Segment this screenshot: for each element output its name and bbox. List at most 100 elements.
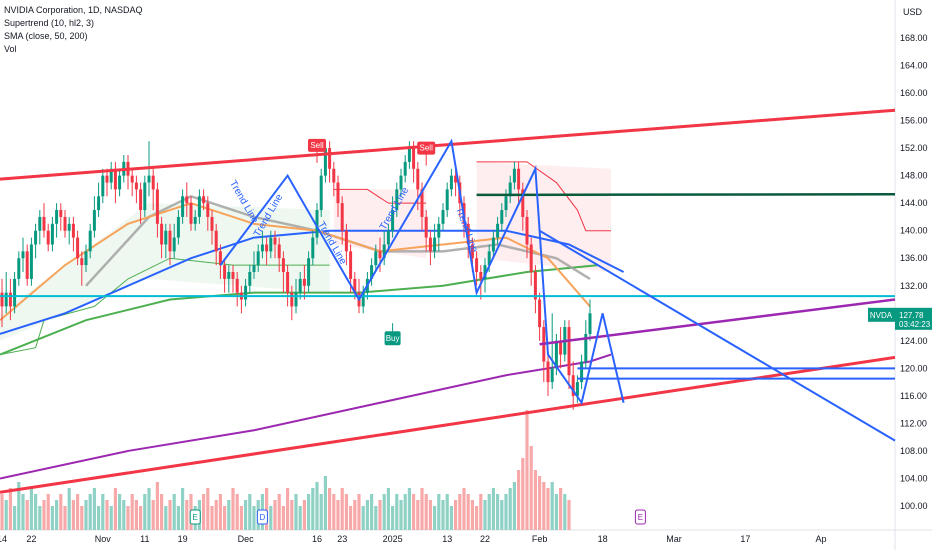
price-tick-label: 104.00	[900, 473, 928, 483]
volume-bar	[407, 488, 411, 530]
candle-body	[517, 168, 521, 190]
volume-bar	[181, 488, 185, 530]
volume-bar	[252, 506, 256, 530]
volume-bar	[538, 476, 542, 530]
volume-bar	[210, 506, 214, 530]
candle-body	[277, 244, 281, 259]
volume-bar	[223, 506, 227, 530]
volume-bar	[235, 494, 239, 530]
candle-body	[399, 175, 403, 190]
event-marker[interactable]	[189, 509, 201, 525]
price-tick-label: 140.00	[900, 226, 928, 236]
candle-body	[483, 265, 487, 279]
price-tick-label: 136.00	[900, 253, 928, 263]
candle-body	[403, 161, 407, 176]
volume-bar	[525, 410, 529, 530]
buy-signal-badge[interactable]	[384, 331, 401, 346]
currency-label: USD	[903, 7, 923, 17]
time-tick-label: Nov	[95, 534, 112, 544]
time-tick-label: Feb	[532, 534, 548, 544]
legend-supertrend[interactable]: Supertrend (10, hl2, 3)	[4, 18, 95, 28]
time-tick-label: 17	[740, 534, 750, 544]
volume-bar	[332, 494, 336, 530]
candle-body	[315, 210, 319, 238]
candle-body	[575, 382, 579, 396]
symbol-badge-label: NVDA	[870, 311, 893, 320]
volume-bar	[13, 506, 17, 530]
candle-body	[8, 292, 12, 307]
descending-blue-line[interactable]	[539, 229, 896, 442]
legend-sma[interactable]: SMA (close, 50, 200)	[4, 31, 88, 41]
volume-bar	[46, 494, 50, 530]
horizontal-green-line[interactable]	[476, 192, 896, 197]
volume-bar	[63, 506, 67, 530]
price-tick-label: 160.00	[900, 88, 928, 98]
price-tick-label: 164.00	[900, 61, 928, 71]
volume-bar	[315, 482, 319, 530]
candle-body	[172, 237, 176, 252]
volume-bar	[353, 500, 357, 530]
candle-body	[454, 175, 458, 183]
upper-channel-line[interactable]	[0, 108, 896, 181]
volume-bar	[17, 482, 21, 530]
candle-body	[260, 244, 264, 252]
volume-bar	[50, 506, 54, 530]
candle-body	[38, 216, 42, 231]
volume-bar	[550, 482, 554, 530]
candle-body	[155, 189, 159, 224]
candle-body	[206, 203, 210, 217]
price-tick-label: 120.00	[900, 363, 928, 373]
event-marker[interactable]	[634, 509, 646, 525]
volume-bar	[34, 494, 38, 530]
candle-body	[567, 327, 571, 376]
volume-bar	[134, 500, 138, 530]
candle-body	[97, 196, 101, 211]
volume-bar	[113, 488, 117, 530]
sell-signal-badge[interactable]	[417, 141, 436, 155]
event-marker-label: D	[260, 513, 266, 522]
volume-bar	[336, 500, 340, 530]
sma-200-line	[0, 353, 612, 480]
volume-bar	[475, 506, 479, 530]
candle-body	[109, 168, 113, 183]
legend-vol[interactable]: Vol	[4, 44, 17, 54]
candle-body	[491, 237, 495, 252]
sell-signal-label: Sell	[310, 141, 324, 150]
time-tick-label: 16	[312, 534, 322, 544]
candle-body	[71, 223, 75, 238]
candle-body	[147, 175, 151, 183]
candle-body	[17, 258, 21, 279]
sell-signal-badge[interactable]	[308, 138, 326, 152]
volume-bar	[483, 500, 487, 530]
candle-body	[227, 272, 231, 279]
volume-bar	[395, 494, 399, 530]
event-marker[interactable]	[256, 509, 268, 525]
candle-body	[521, 189, 525, 217]
lower-channel-line[interactable]	[0, 355, 896, 494]
candle-body	[554, 340, 558, 369]
candle-body	[101, 175, 105, 197]
candle-body	[214, 230, 218, 252]
time-tick-label: 19	[178, 534, 188, 544]
volume-bar	[218, 494, 222, 530]
candle-body	[475, 258, 479, 272]
volume-bar	[403, 494, 407, 530]
time-tick-label: Ap	[815, 534, 826, 544]
last-price-label: 127.78	[899, 311, 924, 320]
volume-bar	[42, 500, 46, 530]
purple-trend-line[interactable]	[539, 298, 896, 346]
candle-body	[21, 251, 25, 259]
candle-body	[533, 272, 537, 300]
candle-body	[580, 361, 584, 383]
price-axis-bg	[895, 0, 932, 550]
volume-bar	[328, 488, 332, 530]
price-tick-label: 144.00	[900, 198, 928, 208]
candle-body	[189, 203, 193, 224]
candle-body	[244, 285, 248, 300]
zigzag-pattern[interactable]	[219, 138, 625, 406]
volume-bar	[302, 500, 306, 530]
candle-body	[88, 230, 92, 252]
sell-signal-label: Sell	[420, 144, 434, 153]
